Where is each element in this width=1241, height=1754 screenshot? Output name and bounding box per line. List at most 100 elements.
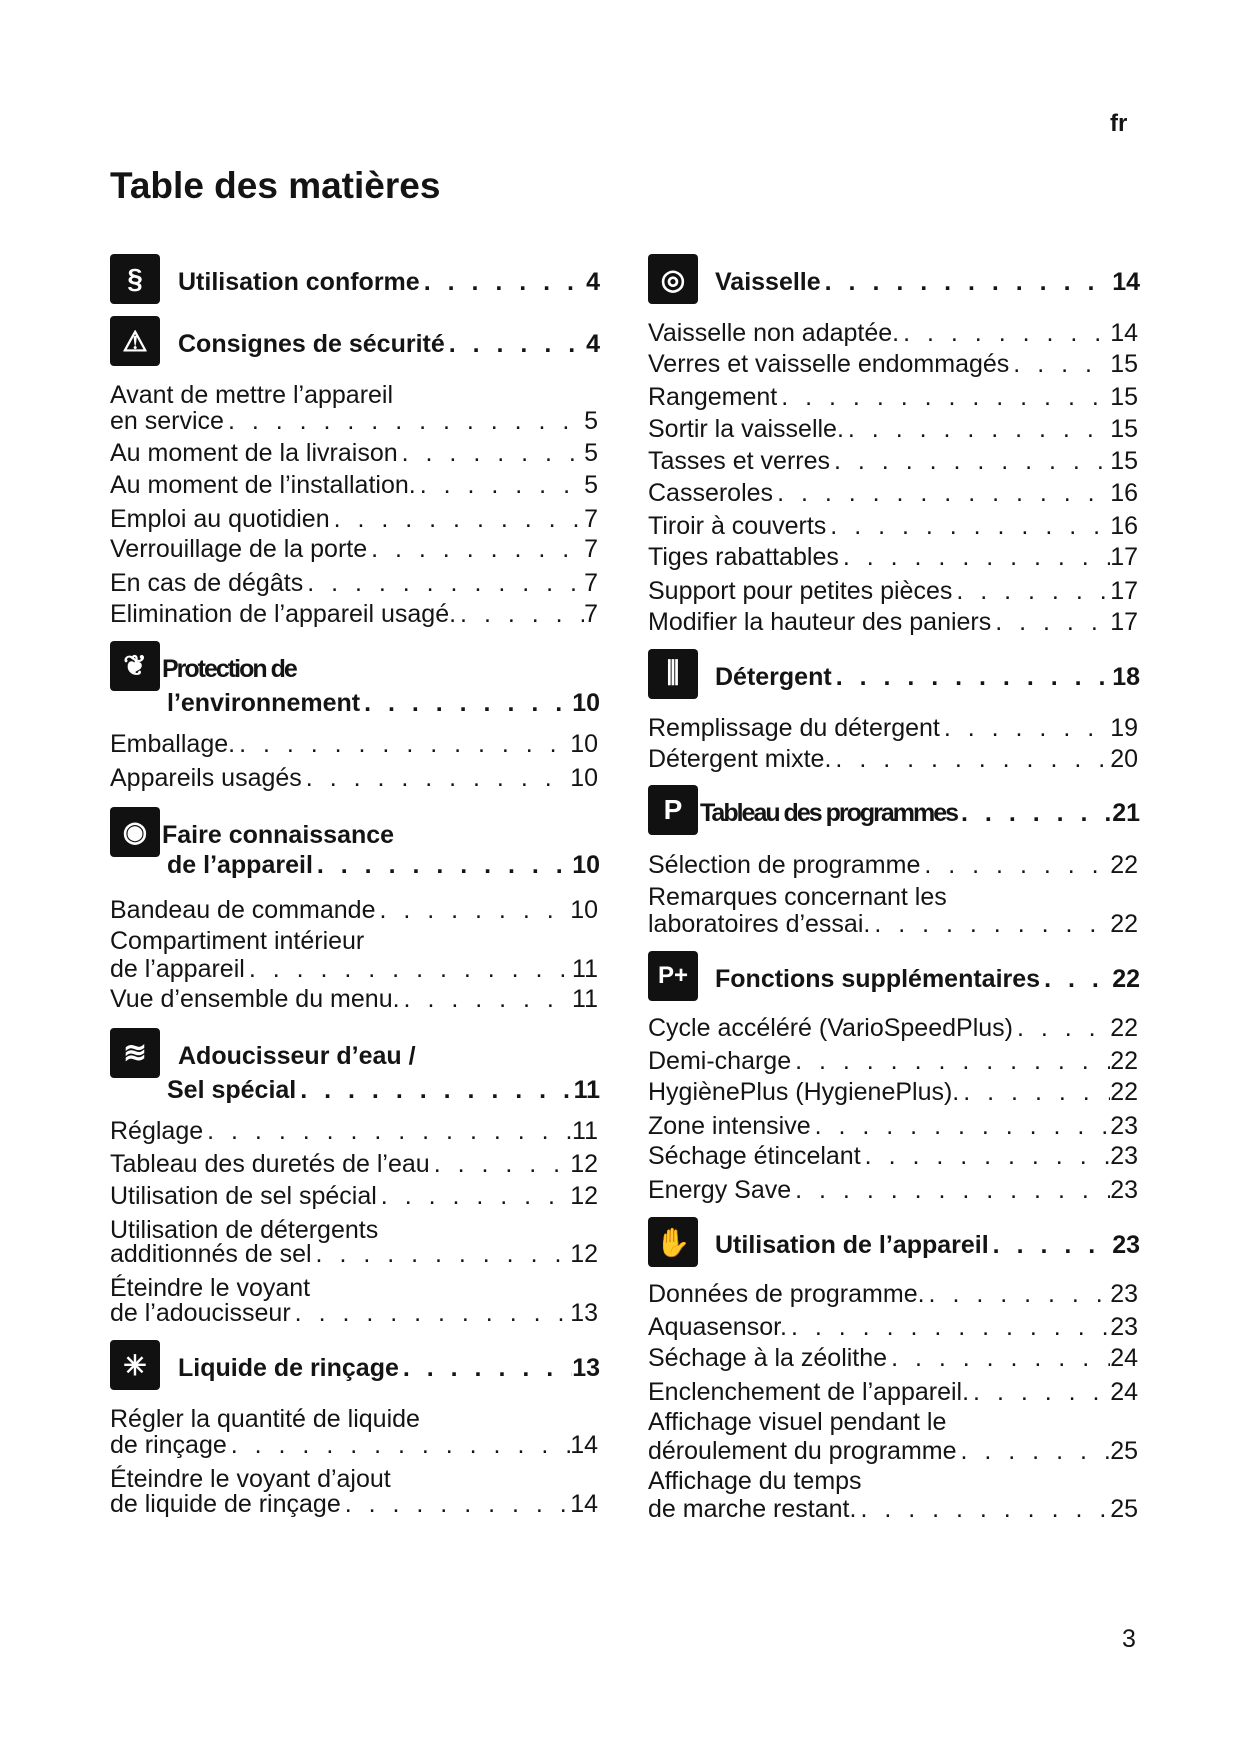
toc-entry[interactable]: Vaisselle non adaptée.. . . . . . . . . … bbox=[648, 318, 1138, 348]
toc-heading[interactable]: Protection de bbox=[162, 654, 600, 684]
dot-leader: . . . . . . . . . . . . . . . . . . . . … bbox=[1044, 965, 1112, 994]
entry-text: Casseroles bbox=[648, 478, 774, 507]
entry-text: Régler la quantité de liquide bbox=[110, 1405, 420, 1434]
dot-leader: . . . . . . . . . . . . . . . . . . . . … bbox=[305, 764, 570, 793]
toc-entry[interactable]: Enclenchement de l’appareil.. . . . . . … bbox=[648, 1377, 1138, 1407]
toc-entry[interactable]: En cas de dégâts. . . . . . . . . . . . … bbox=[110, 568, 598, 598]
toc-entry[interactable]: Cycle accéléré (VarioSpeedPlus). . . . .… bbox=[648, 1013, 1138, 1043]
heading-text: Liquide de rinçage bbox=[178, 1354, 399, 1383]
toc-entry[interactable]: de rinçage. . . . . . . . . . . . . . . … bbox=[110, 1430, 598, 1460]
toc-heading[interactable]: l’environnement. . . . . . . . . . . . .… bbox=[167, 688, 600, 718]
toc-entry[interactable]: Tiroir à couverts. . . . . . . . . . . .… bbox=[648, 511, 1138, 541]
toc-entry[interactable]: Emploi au quotidien. . . . . . . . . . .… bbox=[110, 504, 598, 534]
toc-entry[interactable]: Tableau des duretés de l’eau. . . . . . … bbox=[110, 1149, 598, 1179]
toc-entry[interactable]: de liquide de rinçage. . . . . . . . . .… bbox=[110, 1489, 598, 1519]
toc-entry[interactable]: Casseroles. . . . . . . . . . . . . . . … bbox=[648, 478, 1138, 508]
entry-text: Avant de mettre l’appareil bbox=[110, 380, 394, 409]
page-ref: 19 bbox=[1110, 713, 1138, 742]
toc-entry[interactable]: Verres et vaisselle endommagés. . . . . … bbox=[648, 349, 1138, 379]
toc-entry[interactable]: Au moment de la livraison. . . . . . . .… bbox=[110, 438, 598, 468]
toc-entry[interactable]: de marche restant.. . . . . . . . . . . … bbox=[648, 1494, 1138, 1524]
toc-entry[interactable]: de l’appareil. . . . . . . . . . . . . .… bbox=[110, 954, 598, 984]
toc-entry[interactable]: Vue d’ensemble du menu.. . . . . . . . .… bbox=[110, 984, 598, 1014]
toc-heading[interactable]: Liquide de rinçage. . . . . . . . . . . … bbox=[178, 1353, 600, 1383]
toc-entry[interactable]: laboratoires d’essai.. . . . . . . . . .… bbox=[648, 909, 1138, 939]
toc-heading[interactable]: Adoucisseur d’eau / bbox=[178, 1041, 600, 1071]
toc-entry[interactable]: Verrouillage de la porte. . . . . . . . … bbox=[110, 534, 598, 564]
entry-text: laboratoires d’essai. bbox=[648, 909, 871, 938]
toc-entry[interactable]: Sortir la vaisselle.. . . . . . . . . . … bbox=[648, 414, 1138, 444]
toc-entry[interactable]: Sélection de programme. . . . . . . . . … bbox=[648, 850, 1138, 880]
toc-entry[interactable]: HygiènePlus (HygienePlus).. . . . . . . … bbox=[648, 1077, 1138, 1107]
toc-entry[interactable]: Régler la quantité de liquide bbox=[110, 1404, 598, 1434]
toc-heading[interactable]: Tableau des programmes. . . . . . . . . … bbox=[700, 798, 1140, 828]
toc-entry[interactable]: Remarques concernant les bbox=[648, 882, 1138, 912]
entry-text: Tableau des duretés de l’eau bbox=[110, 1150, 430, 1179]
dot-leader: . . . . . . . . . . . . . . . . . . . . … bbox=[903, 318, 1110, 347]
page-ref: 17 bbox=[1110, 577, 1138, 606]
entry-text: déroulement du programme bbox=[648, 1436, 957, 1465]
toc-entry[interactable]: Séchage étincelant. . . . . . . . . . . … bbox=[648, 1141, 1138, 1171]
entry-text: Rangement bbox=[648, 383, 778, 412]
toc-entry[interactable]: Zone intensive. . . . . . . . . . . . . … bbox=[648, 1111, 1138, 1141]
toc-entry[interactable]: Elimination de l’appareil usagé.. . . . … bbox=[110, 599, 598, 629]
toc-heading[interactable]: Utilisation conforme. . . . . . . . . . … bbox=[178, 267, 600, 297]
page-ref: 25 bbox=[1110, 1436, 1138, 1465]
toc-heading[interactable]: Détergent. . . . . . . . . . . . . . . .… bbox=[715, 662, 1140, 692]
toc-entry[interactable]: déroulement du programme. . . . . . . . … bbox=[648, 1436, 1138, 1466]
toc-heading[interactable]: Sel spécial. . . . . . . . . . . . . . .… bbox=[167, 1075, 600, 1105]
toc-entry[interactable]: Éteindre le voyant bbox=[110, 1273, 598, 1303]
toc-entry[interactable]: Modifier la hauteur des paniers. . . . .… bbox=[648, 607, 1138, 637]
toc-entry[interactable]: Compartiment intérieur bbox=[110, 926, 598, 956]
toc-entry[interactable]: Affichage visuel pendant le bbox=[648, 1407, 1138, 1437]
toc-entry[interactable]: Utilisation de sel spécial. . . . . . . … bbox=[110, 1181, 598, 1211]
toc-entry[interactable]: Remplissage du détergent. . . . . . . . … bbox=[648, 713, 1138, 743]
toc-entry[interactable]: Détergent mixte.. . . . . . . . . . . . … bbox=[648, 744, 1138, 774]
dot-leader: . . . . . . . . . . . . . . . . . . . . … bbox=[842, 543, 1110, 572]
toc-entry[interactable]: additionnés de sel. . . . . . . . . . . … bbox=[110, 1239, 598, 1269]
toc-entry[interactable]: Données de programme.. . . . . . . . . .… bbox=[648, 1279, 1138, 1309]
toc-entry[interactable]: Avant de mettre l’appareil bbox=[110, 380, 598, 410]
toc-entry[interactable]: Affichage du temps bbox=[648, 1466, 1138, 1496]
dot-leader: . . . . . . . . . . . . . . . . . . . . … bbox=[207, 1117, 572, 1146]
entry-text: Remarques concernant les bbox=[648, 882, 947, 911]
toc-entry[interactable]: Éteindre le voyant d’ajout bbox=[110, 1464, 598, 1494]
toc-heading[interactable]: Vaisselle. . . . . . . . . . . . . . . .… bbox=[715, 267, 1140, 297]
toc-entry[interactable]: Rangement. . . . . . . . . . . . . . . .… bbox=[648, 382, 1138, 412]
dot-leader: . . . . . . . . . . . . . . . . . . . . … bbox=[315, 1240, 571, 1269]
toc-entry[interactable]: Tiges rabattables. . . . . . . . . . . .… bbox=[648, 542, 1138, 572]
toc-entry[interactable]: Utilisation de détergents bbox=[110, 1215, 598, 1245]
toc-entry[interactable]: Aquasensor.. . . . . . . . . . . . . . .… bbox=[648, 1312, 1138, 1342]
page-ref: 15 bbox=[1110, 447, 1138, 476]
dot-leader: . . . . . . . . . . . . . . . . . . . . … bbox=[419, 471, 584, 500]
page-ref: 23 bbox=[1110, 1312, 1138, 1341]
toc-entry[interactable]: Séchage à la zéolithe. . . . . . . . . .… bbox=[648, 1343, 1138, 1373]
toc-entry[interactable]: Réglage. . . . . . . . . . . . . . . . .… bbox=[110, 1116, 598, 1146]
toc-entry[interactable]: Appareils usagés. . . . . . . . . . . . … bbox=[110, 763, 598, 793]
toc-entry[interactable]: Demi-charge. . . . . . . . . . . . . . .… bbox=[648, 1046, 1138, 1076]
toc-entry[interactable]: en service. . . . . . . . . . . . . . . … bbox=[110, 406, 598, 436]
toc-entry[interactable]: Bandeau de commande. . . . . . . . . . .… bbox=[110, 895, 598, 925]
entry-text: Aquasensor. bbox=[648, 1312, 787, 1341]
dot-leader: . . . . . . . . . . . . . . . . . . . . … bbox=[248, 954, 572, 983]
toc-entry[interactable]: Au moment de l’installation.. . . . . . … bbox=[110, 470, 598, 500]
toc-entry[interactable]: Energy Save. . . . . . . . . . . . . . .… bbox=[648, 1175, 1138, 1205]
toc-heading[interactable]: Fonctions supplémentaires. . . . . . . .… bbox=[715, 964, 1140, 994]
toc-entry[interactable]: Support pour petites pièces. . . . . . .… bbox=[648, 576, 1138, 606]
toc-entry[interactable]: Emballage.. . . . . . . . . . . . . . . … bbox=[110, 729, 598, 759]
toc-heading[interactable]: Utilisation de l’appareil. . . . . . . .… bbox=[715, 1230, 1140, 1260]
toc-entry[interactable]: de l’adoucisseur. . . . . . . . . . . . … bbox=[110, 1298, 598, 1328]
toc-heading[interactable]: de l’appareil. . . . . . . . . . . . . .… bbox=[167, 850, 600, 880]
dot-leader: . . . . . . . . . . . . . . . . . . . . … bbox=[943, 713, 1110, 742]
entry-text: Demi-charge bbox=[648, 1047, 792, 1076]
dot-leader: . . . . . . . . . . . . . . . . . . . . … bbox=[433, 1150, 571, 1179]
dot-leader: . . . . . . . . . . . . . . . . . . . . … bbox=[834, 447, 1110, 476]
toc-heading[interactable]: Consignes de sécurité. . . . . . . . . .… bbox=[178, 329, 600, 359]
toc-heading[interactable]: Faire connaissance bbox=[162, 820, 600, 850]
p-plus-icon: P+ bbox=[648, 951, 698, 1002]
dot-leader: . . . . . . . . . . . . . . . . . . . . … bbox=[1016, 1013, 1110, 1042]
entry-text: de l’adoucisseur bbox=[110, 1298, 291, 1327]
toc-entry[interactable]: Tasses et verres. . . . . . . . . . . . … bbox=[648, 446, 1138, 476]
warning-triangle-icon: ⚠ bbox=[110, 316, 160, 367]
page-ref: 17 bbox=[1110, 543, 1138, 572]
